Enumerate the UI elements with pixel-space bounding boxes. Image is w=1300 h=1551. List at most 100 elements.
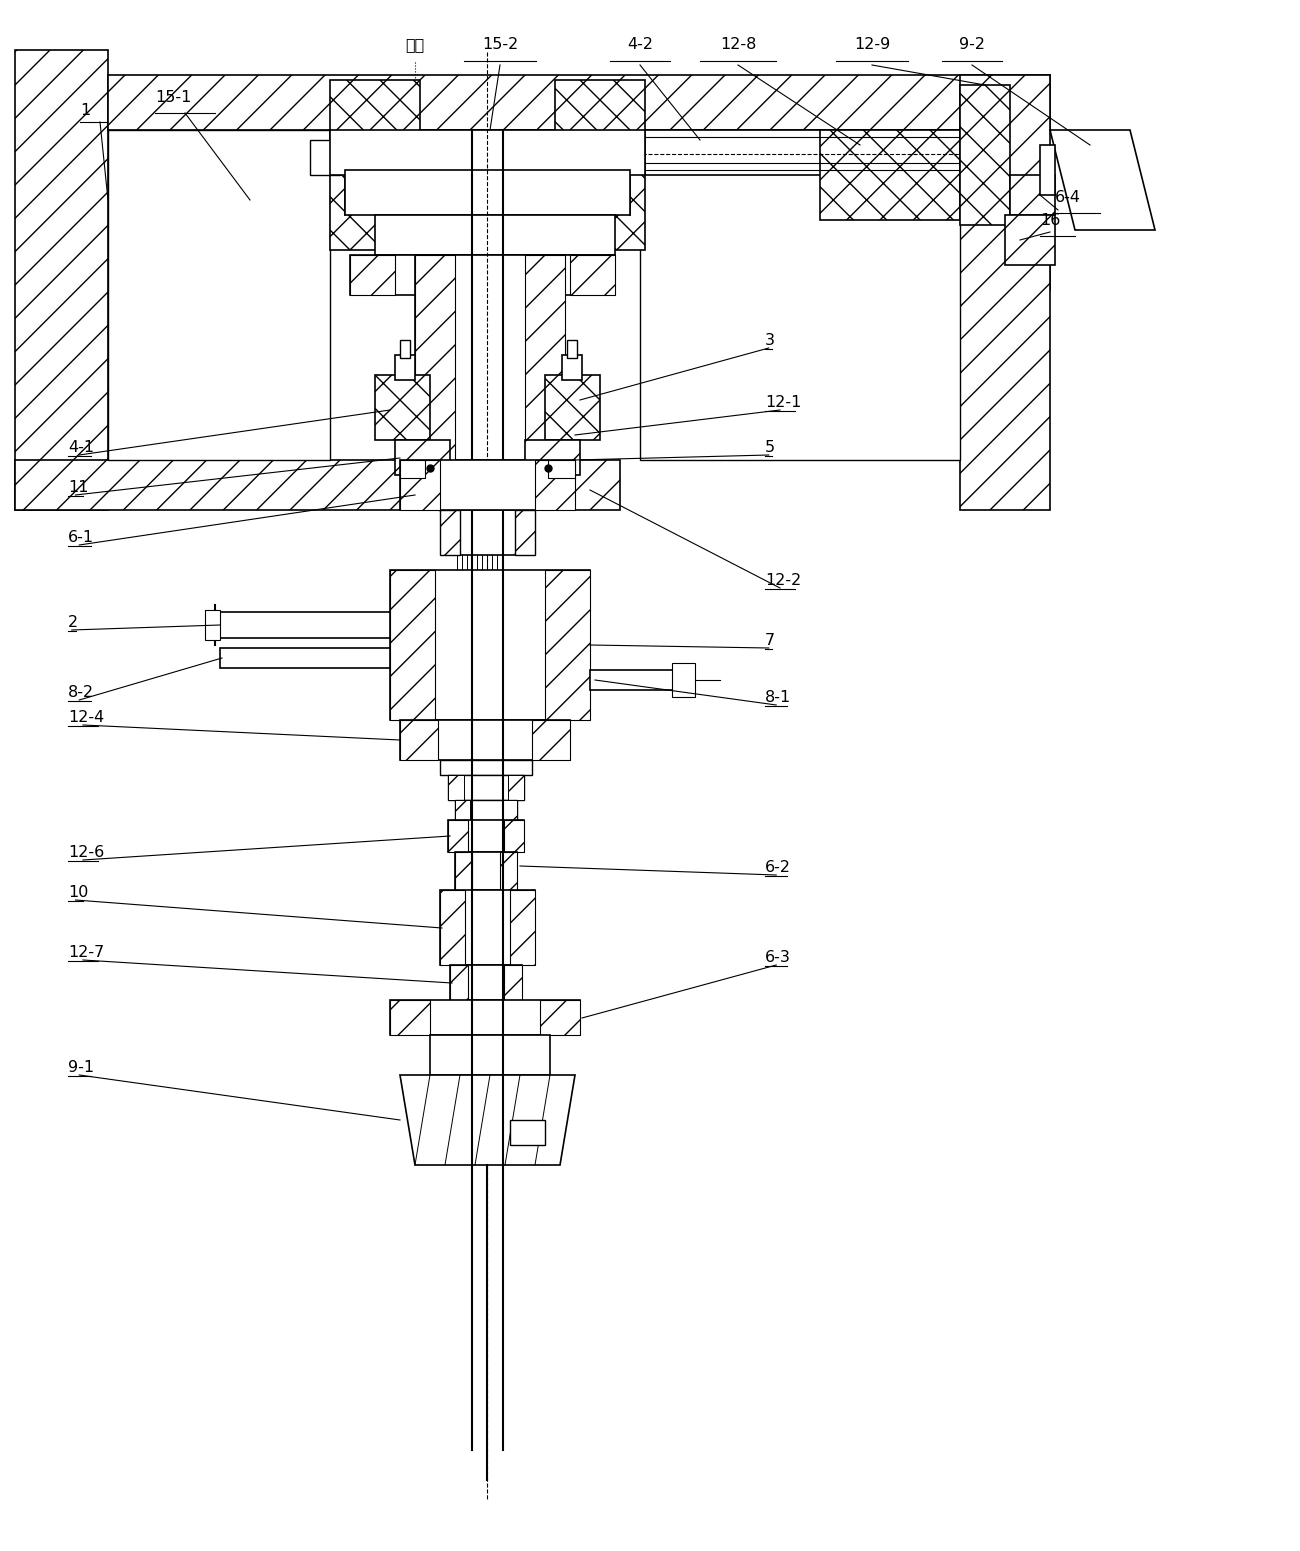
Bar — [400, 461, 425, 478]
Polygon shape — [400, 1075, 575, 1165]
Polygon shape — [1050, 130, 1154, 230]
Bar — [439, 890, 536, 965]
Text: 4-2: 4-2 — [627, 37, 653, 53]
Text: 12-2: 12-2 — [764, 572, 801, 588]
Text: 2: 2 — [68, 616, 78, 630]
Bar — [448, 776, 464, 800]
Bar — [504, 965, 523, 1000]
Bar — [448, 820, 468, 851]
Bar — [350, 254, 615, 295]
Bar — [536, 461, 575, 510]
Bar — [390, 1000, 430, 1035]
Bar — [545, 571, 590, 720]
Bar — [108, 130, 330, 461]
Bar — [430, 1035, 550, 1075]
Bar — [532, 720, 569, 760]
Text: 8-1: 8-1 — [764, 690, 792, 706]
Bar — [959, 220, 1050, 510]
Bar — [400, 340, 410, 358]
Bar — [569, 254, 615, 295]
Bar — [350, 254, 395, 295]
Polygon shape — [439, 510, 536, 555]
Bar — [450, 965, 523, 1000]
Text: 5: 5 — [764, 440, 775, 454]
Bar — [415, 254, 455, 461]
Bar — [374, 375, 430, 440]
Bar — [330, 130, 645, 175]
Text: 6-3: 6-3 — [764, 951, 790, 965]
Bar — [374, 216, 615, 254]
Bar — [415, 254, 566, 461]
Bar — [959, 85, 1010, 225]
Bar — [16, 461, 620, 510]
Bar — [390, 1000, 580, 1035]
Bar — [510, 890, 536, 965]
Text: 12-7: 12-7 — [68, 945, 104, 960]
Bar — [214, 613, 390, 637]
Text: 8-2: 8-2 — [68, 686, 94, 700]
Text: 11: 11 — [68, 479, 88, 495]
Bar — [525, 254, 566, 461]
Text: 15-1: 15-1 — [155, 90, 191, 105]
Bar — [562, 355, 582, 380]
Text: 15-2: 15-2 — [482, 37, 519, 53]
Bar — [220, 648, 390, 668]
Bar — [400, 461, 575, 510]
Text: 16: 16 — [1040, 212, 1061, 228]
Bar — [510, 1120, 545, 1145]
Bar — [108, 74, 1050, 130]
Text: 4-1: 4-1 — [68, 440, 94, 454]
Bar — [455, 800, 517, 820]
Bar — [455, 800, 471, 820]
Bar — [1040, 144, 1056, 195]
Bar — [640, 130, 959, 461]
Bar — [1010, 175, 1056, 216]
Text: 6-4: 6-4 — [1056, 191, 1082, 205]
Polygon shape — [439, 510, 460, 555]
Bar — [400, 720, 569, 760]
Text: 7: 7 — [764, 633, 775, 648]
Bar — [525, 440, 580, 475]
Bar — [549, 461, 575, 478]
Bar — [395, 440, 450, 475]
Text: 12-9: 12-9 — [854, 37, 890, 53]
Bar — [540, 1000, 580, 1035]
Bar — [309, 140, 341, 175]
Bar — [555, 81, 645, 250]
Bar — [344, 171, 630, 216]
Bar — [508, 776, 524, 800]
Bar — [504, 820, 524, 851]
Text: 12-4: 12-4 — [68, 710, 104, 724]
Bar — [959, 74, 1050, 290]
Text: 6-2: 6-2 — [764, 859, 790, 875]
Bar — [455, 851, 517, 890]
Bar — [330, 81, 420, 250]
Bar — [439, 890, 465, 965]
Bar — [16, 50, 108, 510]
Bar — [400, 720, 438, 760]
Bar — [400, 461, 439, 510]
Text: 1: 1 — [81, 102, 90, 118]
Text: 6-1: 6-1 — [68, 530, 94, 544]
Bar — [330, 130, 959, 175]
Bar — [395, 355, 415, 380]
Text: 12-8: 12-8 — [720, 37, 757, 53]
Bar — [672, 662, 696, 696]
Text: 10: 10 — [68, 886, 88, 900]
Bar — [390, 571, 436, 720]
Text: 12-1: 12-1 — [764, 396, 801, 409]
Text: 工件: 工件 — [406, 37, 425, 53]
Bar — [567, 340, 577, 358]
Bar — [500, 851, 517, 890]
Polygon shape — [515, 510, 536, 555]
Bar — [502, 800, 517, 820]
Text: 9-2: 9-2 — [959, 37, 985, 53]
Bar — [439, 760, 532, 776]
Bar — [448, 820, 524, 851]
Text: 3: 3 — [764, 333, 775, 347]
Text: 9-1: 9-1 — [68, 1059, 94, 1075]
Bar — [448, 776, 524, 800]
Bar — [590, 670, 680, 690]
Bar — [390, 571, 590, 720]
Bar — [1005, 216, 1056, 265]
